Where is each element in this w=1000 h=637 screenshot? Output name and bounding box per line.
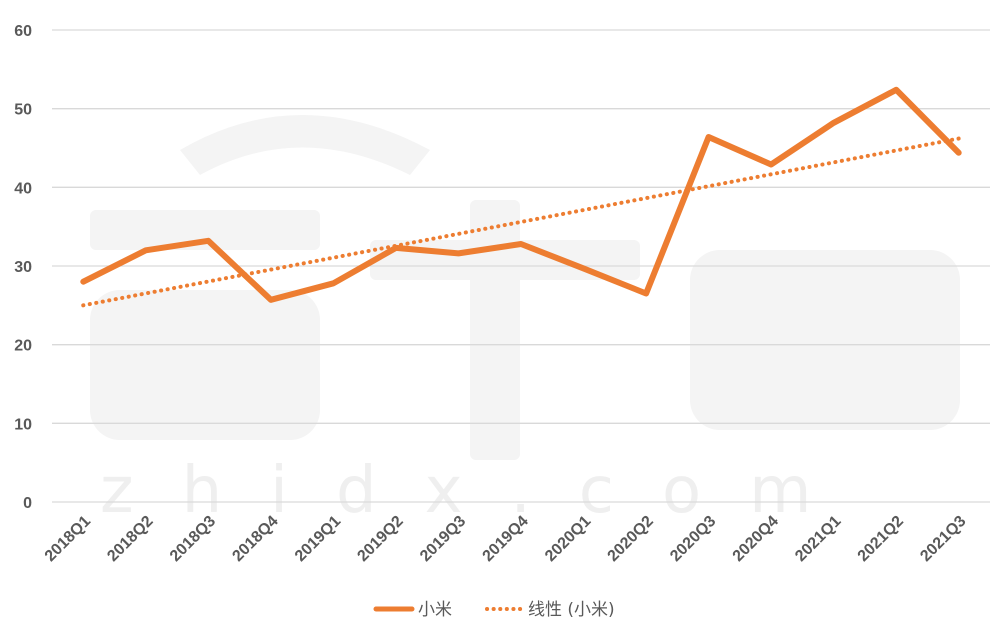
watermark-logo: zhidx.com <box>90 115 960 528</box>
y-tick-label: 20 <box>14 338 32 355</box>
y-tick-label: 30 <box>14 259 32 276</box>
gridlines <box>52 29 990 503</box>
watermark-text: zhidx.com <box>100 454 859 528</box>
y-tick-label: 60 <box>14 23 32 40</box>
x-tick-label: 2021Q3 <box>917 513 969 565</box>
legend-label-trendline: 线性 (小米) <box>528 600 615 620</box>
x-tick-label: 2021Q2 <box>855 513 907 565</box>
y-tick-label: 0 <box>23 495 32 512</box>
y-tick-label: 40 <box>14 180 32 197</box>
x-tick-label: 2018Q1 <box>42 513 94 565</box>
legend: 小米 线性 (小米) <box>373 600 615 620</box>
y-axis: 0 10 20 30 40 50 60 <box>14 23 32 512</box>
y-tick-label: 10 <box>14 416 32 433</box>
legend-label-xiaomi: 小米 <box>418 600 452 620</box>
series-lines <box>80 86 962 303</box>
y-tick-label: 50 <box>14 102 32 119</box>
